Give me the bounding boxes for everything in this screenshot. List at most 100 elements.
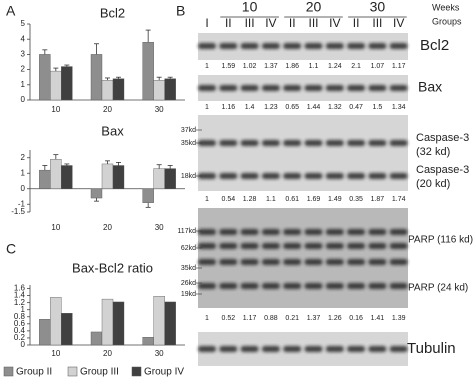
density-value: 1.86	[285, 63, 299, 70]
blot-band	[198, 229, 216, 235]
density-value: 1.37	[307, 315, 321, 322]
y-tick-label: 1	[21, 305, 26, 314]
density-value: 0.16	[349, 315, 363, 322]
blot-band	[240, 229, 259, 235]
chart-title: Bcl2	[100, 5, 125, 20]
week-label: 30	[370, 0, 386, 15]
y-tick-label: 2	[21, 153, 26, 162]
group-label: II	[353, 16, 360, 30]
blot-band	[304, 229, 323, 235]
x-tick-label: 20	[103, 349, 112, 358]
density-value: 0.54	[221, 196, 235, 203]
blot-band	[261, 259, 280, 265]
error-bar	[105, 77, 110, 81]
density-value: 1.74	[392, 196, 406, 203]
blot-label: (20 kd)	[416, 178, 450, 190]
blot-band	[240, 283, 259, 289]
blot-band	[325, 173, 344, 179]
blot-band	[325, 346, 344, 352]
blot-band	[347, 259, 366, 265]
blot-band	[347, 173, 366, 179]
panel-label: A	[6, 3, 16, 19]
blot-band	[389, 283, 408, 289]
blot-band	[219, 43, 238, 49]
blot-band	[304, 85, 323, 91]
blot-band	[219, 283, 238, 289]
y-tick-label: -1.5	[11, 207, 25, 216]
density-value: 1.16	[221, 104, 235, 111]
density-value: 0.47	[349, 104, 363, 111]
blot-band	[389, 243, 408, 249]
density-value: 1.23	[264, 104, 278, 111]
blot-band	[325, 229, 344, 235]
week-label: 20	[306, 0, 322, 15]
x-tick-label: 20	[103, 223, 112, 232]
error-bar	[145, 29, 151, 43]
y-tick-label: 1.6	[14, 284, 26, 293]
blot-band	[347, 85, 366, 91]
blot-band	[261, 85, 280, 91]
blot-band	[261, 243, 280, 249]
blot-background	[198, 115, 408, 191]
group-label: I	[205, 16, 208, 30]
error-bar	[94, 198, 99, 202]
error-bar	[167, 165, 173, 169]
bar	[101, 163, 114, 189]
blot-band	[261, 140, 280, 146]
density-value: 1.5	[373, 104, 383, 111]
blot-label: PARP (24 kd)	[408, 283, 468, 294]
x-tick-label: 30	[155, 105, 164, 114]
y-tick-label: 0	[21, 340, 26, 349]
bar	[112, 301, 125, 346]
y-tick-label: 1.4	[14, 291, 26, 300]
x-tick-label: 10	[51, 105, 60, 114]
blot-band	[368, 229, 387, 235]
x-tick-label: 20	[103, 105, 112, 114]
error-bar	[167, 76, 173, 79]
blot-band	[389, 173, 408, 179]
blot-band	[389, 140, 408, 146]
error-bar	[156, 164, 162, 169]
density-value: 0.61	[285, 196, 299, 203]
blot-band	[368, 283, 387, 289]
density-value: 1.24	[328, 63, 342, 70]
blot-band	[240, 346, 259, 352]
bar	[112, 78, 125, 101]
density-value: 1.1	[266, 196, 276, 203]
group-label: IV	[393, 16, 404, 30]
bar	[153, 296, 165, 346]
bar	[101, 80, 114, 101]
blot-band	[304, 173, 323, 179]
blot-band	[304, 346, 323, 352]
panel-label: C	[6, 241, 16, 257]
blot-label: Bax	[418, 79, 442, 95]
bar	[39, 169, 51, 189]
error-bar	[105, 160, 110, 164]
bar	[164, 168, 176, 189]
legend-label: Group IV	[144, 367, 184, 378]
y-tick-label: 0	[21, 95, 26, 104]
density-value: 1.07	[371, 63, 385, 70]
blot-band	[283, 243, 302, 249]
bar	[39, 54, 51, 101]
blot-band	[283, 229, 302, 235]
marker-label: 35kd	[181, 140, 196, 147]
density-value: 1.17	[392, 63, 406, 70]
panel-label: B	[176, 3, 185, 19]
blot-band	[261, 283, 280, 289]
blot-background	[198, 208, 408, 308]
density-value: 1.37	[264, 63, 278, 70]
marker-label: 37kd	[181, 127, 196, 134]
marker-label: 19kd	[181, 291, 196, 298]
bar	[164, 78, 176, 101]
group-label: IV	[329, 16, 340, 30]
bar	[142, 337, 154, 346]
bar	[50, 159, 62, 189]
blot-band	[219, 173, 238, 179]
y-tick-label: 2	[21, 65, 26, 74]
group-label: II	[289, 16, 296, 30]
blot-band	[240, 173, 259, 179]
bar	[90, 331, 103, 346]
bar	[50, 297, 62, 346]
y-tick-label: 5	[21, 19, 26, 28]
